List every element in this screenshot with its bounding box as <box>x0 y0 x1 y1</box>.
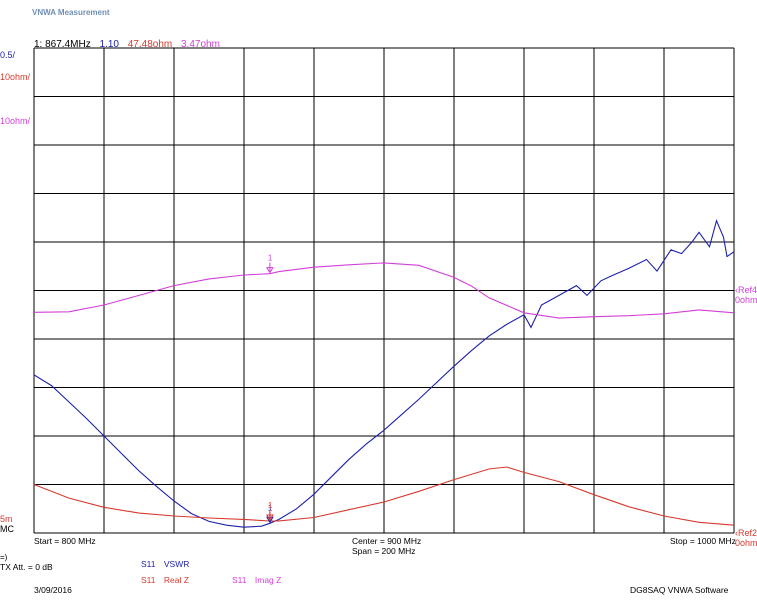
marker-readout: 1: 867.4MHz 1.10 47.48ohm 3.47ohm <box>34 39 220 50</box>
legend-vswr[interactable]: S11 VSWR <box>141 559 189 569</box>
legend-real[interactable]: S11 Real Z <box>141 575 189 585</box>
marker-number: 1 <box>268 503 273 512</box>
real-ref-unit: 0ohm <box>735 538 757 548</box>
marker-vswr: 1.10 <box>99 39 119 50</box>
marker-arrow-icon <box>266 267 274 274</box>
imag-scale-label: 10ohm/ <box>0 116 31 126</box>
plot-markers: 111 <box>266 254 274 524</box>
real-ref-label: ‹Ref2 0ohm <box>735 528 757 548</box>
marker-imag: 3.47ohm <box>181 39 220 50</box>
legend-imag-param: S11 <box>232 575 247 585</box>
legend-vswr-param: S11 <box>141 559 156 569</box>
legend-imag-name: Imag Z <box>254 575 282 585</box>
footer-software: DG8SAQ VNWA Software <box>630 585 729 595</box>
real-ref-arrow-icon: ‹ <box>735 528 738 538</box>
plot-grid <box>33 47 735 534</box>
imag-ref-arrow-icon: ‹ <box>735 285 738 295</box>
marker-arrow-icon <box>266 514 274 521</box>
legend-arrow: =) <box>0 553 8 562</box>
legend-real-name: Real Z <box>163 575 189 585</box>
freq-start: Start = 800 MHz <box>34 536 96 546</box>
imag-ref-text: Ref4 <box>738 285 757 295</box>
real-scale-label: 10ohm/ <box>0 72 31 82</box>
marker-number: 1 <box>268 501 273 510</box>
marker-freq: 867.4MHz <box>45 39 91 50</box>
marker-real: 47.48ohm <box>127 39 173 50</box>
vswr-scale-label: 0.5/ <box>0 50 16 60</box>
imag-ref-unit: 0ohm <box>735 295 757 305</box>
legend-imag[interactable]: S11 Imag Z <box>232 575 281 585</box>
tx-attenuation: TX Att. = 0 dB <box>0 562 53 572</box>
legend-real-param: S11 <box>141 575 156 585</box>
marker-label: 1: <box>34 39 43 50</box>
window-title: VNWA Measurement <box>32 8 110 17</box>
imag-ref-label: ‹Ref4 0ohm <box>735 285 757 305</box>
real-ref-text: Ref2 <box>738 528 757 538</box>
trace-imag <box>33 262 735 319</box>
freq-span: Span = 200 MHz <box>352 546 416 556</box>
footer-date: 3/09/2016 <box>34 585 72 595</box>
legend-vswr-name: VSWR <box>163 559 190 569</box>
trace-vswr <box>33 219 735 528</box>
vswr-ref-value: 5m <box>0 514 13 524</box>
plot-traces <box>33 219 735 528</box>
freq-center: Center = 900 MHz <box>352 536 422 546</box>
marker-number: 1 <box>268 254 273 263</box>
trace-real <box>33 466 735 526</box>
freq-stop: Stop = 1000 MHz <box>670 536 736 546</box>
vswr-ref-mode: MC <box>0 524 14 534</box>
